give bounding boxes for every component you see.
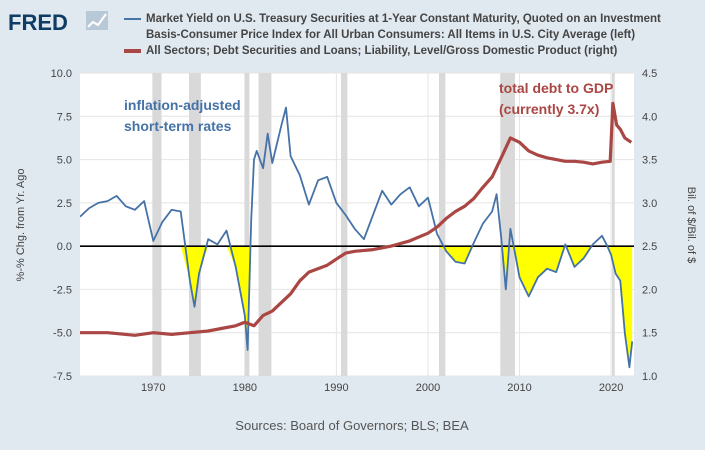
y-tick-label-left: -7.5 xyxy=(53,371,72,383)
y-tick-label-right: 3.5 xyxy=(642,155,657,167)
recession-bar xyxy=(188,73,201,376)
recession-bar xyxy=(244,73,250,376)
legend: Market Yield on U.S. Treasury Securities… xyxy=(124,13,661,57)
y-tick-label-right: 4.5 xyxy=(642,68,657,80)
y-tick-label-left: 10.0 xyxy=(51,68,72,80)
graph-icon xyxy=(86,11,108,30)
legend-item-treasury-yield[interactable]: Market Yield on U.S. Treasury Securities… xyxy=(124,13,661,41)
y-tick-label-left: 2.5 xyxy=(57,198,72,210)
x-tick-label: 1970 xyxy=(141,382,165,394)
legend-item-debt-to-gdp[interactable]: All Sectors; Debt Securities and Loans; … xyxy=(124,45,618,57)
y-tick-label-right: 1.5 xyxy=(642,328,657,340)
y-axis-left-title: %-% Chg. from Yr. Ago xyxy=(15,169,27,282)
y-tick-label-right: 2.0 xyxy=(642,284,657,296)
y-axis-right: 1.0 1.5 2.0 2.5 3.0 3.5 4.0 4.5 xyxy=(642,68,657,383)
y-axis-left: -7.5 -5.0 -2.5 0.0 2.5 5.0 7.5 10.0 xyxy=(51,68,72,383)
y-tick-label-left: -2.5 xyxy=(53,284,72,296)
annotation-line: (currently 3.7x) xyxy=(499,101,599,117)
x-tick-label: 2010 xyxy=(507,382,531,394)
x-axis: 1970 1980 1990 2000 2010 2020 xyxy=(141,382,623,394)
negative-area xyxy=(80,246,633,368)
fred-logo[interactable]: FRED xyxy=(8,10,108,35)
y-tick-label-right: 3.0 xyxy=(642,198,657,210)
recession-bar xyxy=(612,73,615,376)
y-axis-right-title: Bil. of $/Bil. of $ xyxy=(685,187,697,263)
y-tick-label-left: 7.5 xyxy=(57,111,72,123)
source-text: Sources: Board of Governors; BLS; BEA xyxy=(235,418,469,433)
annotation-line: total debt to GDP xyxy=(499,80,613,96)
series-lines xyxy=(80,101,634,369)
y-tick-label-left: 0.0 xyxy=(57,241,72,253)
x-tick-label: 1980 xyxy=(233,382,257,394)
y-tick-label-left: -5.0 xyxy=(53,328,72,340)
legend-label-line: Market Yield on U.S. Treasury Securities… xyxy=(146,13,661,25)
annotation-line: short-term rates xyxy=(124,118,232,134)
legend-label-line: All Sectors; Debt Securities and Loans; … xyxy=(146,45,618,57)
recession-bar xyxy=(152,73,162,376)
y-tick-label-right: 1.0 xyxy=(642,371,657,383)
annotation-line: inflation-adjusted xyxy=(124,97,241,113)
y-tick-label-left: 5.0 xyxy=(57,155,72,167)
recession-bar xyxy=(500,73,515,376)
plot-area xyxy=(80,73,634,376)
recession-bar xyxy=(258,73,272,376)
x-tick-label: 1990 xyxy=(324,382,348,394)
series-line-debt-to-gdp xyxy=(80,101,633,337)
y-tick-label-right: 2.5 xyxy=(642,241,657,253)
annotation-total-debt: total debt to GDP (currently 3.7x) xyxy=(499,80,613,117)
y-tick-label-right: 4.0 xyxy=(642,111,657,123)
series-line-real-rates xyxy=(80,106,634,369)
negative-rate-fill xyxy=(80,246,633,368)
recession-bar xyxy=(340,73,348,376)
legend-label-line: Basis-Consumer Price Index for All Urban… xyxy=(146,29,635,41)
annotation-inflation-adjusted: inflation-adjusted short-term rates xyxy=(124,97,241,134)
x-tick-label: 2020 xyxy=(599,382,623,394)
fred-logo-text: FRED xyxy=(8,10,68,35)
x-tick-label: 2000 xyxy=(416,382,440,394)
